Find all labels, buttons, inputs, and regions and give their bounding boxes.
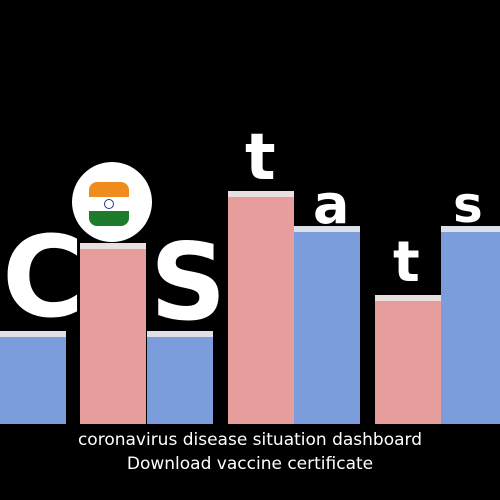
tagline: coronavirus disease situation dashboard [77, 430, 423, 450]
logo-letter-a: a [313, 173, 350, 236]
bar-7 [441, 226, 500, 424]
logo-letter-t1: t [245, 121, 276, 195]
download-certificate-link[interactable]: Download vaccine certificate [126, 454, 374, 474]
bar-5 [294, 226, 360, 424]
logo-letter-s2: s [453, 176, 483, 234]
bar-6 [375, 295, 441, 424]
logo-letter-t2: t [393, 230, 420, 295]
bar-3 [147, 331, 213, 424]
logo-letter-c: C [2, 213, 85, 343]
bar-4 [228, 191, 294, 424]
bar-1 [0, 331, 66, 424]
bar-2 [80, 243, 146, 424]
india-flag-icon [89, 182, 129, 226]
logo-letter-s: S [150, 221, 227, 344]
